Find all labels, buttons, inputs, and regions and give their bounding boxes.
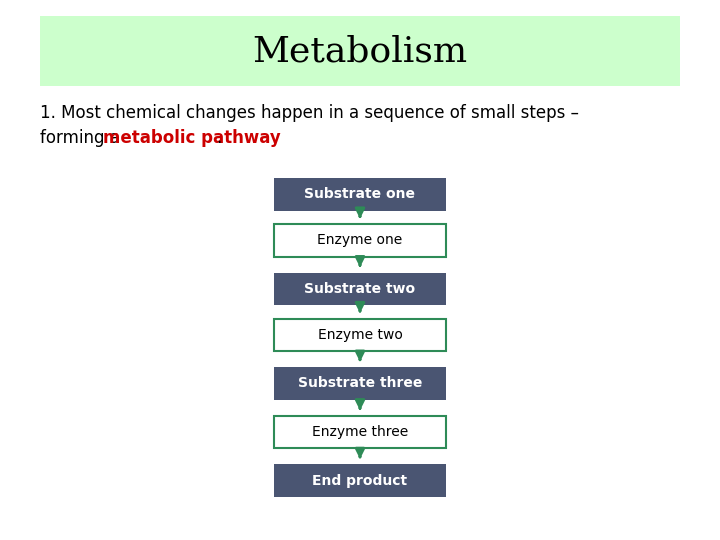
Text: Metabolism: Metabolism (253, 35, 467, 68)
Text: Substrate two: Substrate two (305, 282, 415, 296)
FancyBboxPatch shape (274, 464, 446, 497)
Text: Enzyme three: Enzyme three (312, 425, 408, 439)
Text: metabolic pathway: metabolic pathway (103, 129, 281, 147)
FancyBboxPatch shape (274, 224, 446, 256)
Text: Substrate three: Substrate three (298, 376, 422, 390)
FancyBboxPatch shape (274, 273, 446, 305)
FancyBboxPatch shape (274, 416, 446, 448)
Text: End product: End product (312, 474, 408, 488)
Text: 1. Most chemical changes happen in a sequence of small steps –: 1. Most chemical changes happen in a seq… (40, 104, 579, 123)
Text: Enzyme one: Enzyme one (318, 233, 402, 247)
Text: .: . (216, 129, 221, 147)
FancyBboxPatch shape (274, 319, 446, 351)
FancyBboxPatch shape (274, 178, 446, 211)
FancyBboxPatch shape (274, 367, 446, 400)
FancyBboxPatch shape (40, 16, 680, 86)
Text: Substrate one: Substrate one (305, 187, 415, 201)
Text: forming a: forming a (40, 129, 125, 147)
Text: Enzyme two: Enzyme two (318, 328, 402, 342)
